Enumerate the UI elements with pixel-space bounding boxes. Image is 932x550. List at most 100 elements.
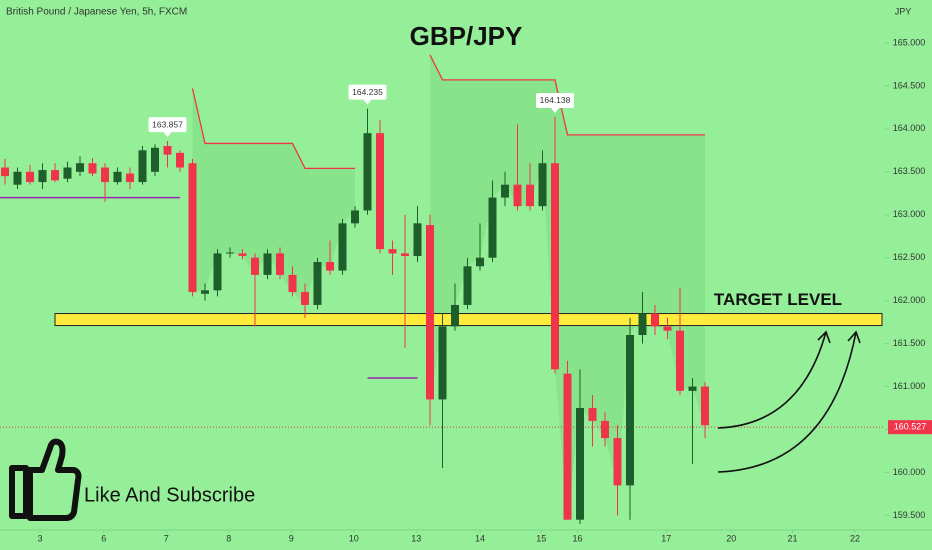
x-tick-label: 21 — [787, 533, 797, 543]
peak-label-box — [536, 92, 574, 108]
x-tick-label: 16 — [572, 533, 582, 543]
x-tick-label: 13 — [411, 533, 421, 543]
y-tick-label: 163.000 — [893, 209, 926, 219]
candle-body — [163, 146, 172, 155]
candle-body — [563, 373, 572, 520]
x-tick-label: 14 — [475, 533, 485, 543]
candle-body — [338, 223, 347, 271]
y-tick-label: 161.000 — [893, 381, 926, 391]
peak-label: 164.235 — [352, 87, 383, 97]
x-tick-label: 22 — [850, 533, 860, 543]
y-tick-label: 162.000 — [893, 295, 926, 305]
y-tick-label: 160.000 — [893, 467, 926, 477]
candle-body — [426, 225, 434, 400]
candle-body — [651, 313, 659, 327]
peak-label-pointer — [163, 132, 172, 138]
subtitle: British Pound / Japanese Yen, 5h, FXCM — [6, 7, 187, 18]
peak-label-box — [348, 84, 387, 100]
x-tick-label: 15 — [536, 533, 546, 543]
candle-body — [313, 261, 322, 305]
y-tick-label: 162.500 — [893, 252, 926, 262]
candle-body — [613, 438, 622, 486]
candle-body — [326, 261, 334, 271]
peak-label: 163.857 — [152, 119, 183, 129]
candle-body — [638, 313, 647, 336]
candle-body — [126, 173, 134, 183]
candle-body — [551, 163, 559, 370]
candle-body — [113, 171, 122, 183]
candle-body — [701, 386, 709, 426]
candle-body — [201, 290, 209, 294]
candle-body — [13, 171, 22, 185]
candle-body — [63, 167, 72, 179]
stop-line — [191, 88, 355, 170]
candle-body — [0, 167, 9, 177]
target-label: TARGET LEVEL — [714, 290, 842, 309]
peak-label: 164.138 — [540, 95, 571, 105]
candle-body — [188, 163, 197, 293]
arrows — [717, 330, 861, 473]
arrow-curve — [717, 331, 857, 473]
candle-body — [501, 184, 509, 198]
candle-body — [238, 253, 247, 256]
candle-body — [438, 326, 447, 400]
candle-body — [688, 386, 697, 391]
candle-body — [538, 163, 547, 207]
x-tick-label: 10 — [349, 533, 359, 543]
x-tick-label: 7 — [164, 533, 169, 543]
candle-body — [626, 335, 634, 486]
y-tick-label: 165.000 — [893, 37, 926, 47]
arrow-head — [847, 330, 861, 344]
candle-body — [363, 133, 372, 211]
candle-body — [588, 408, 597, 421]
x-tick-label: 20 — [726, 533, 736, 543]
arrow-head — [817, 330, 831, 344]
candle-body — [513, 184, 522, 207]
thumb-hand — [27, 438, 82, 521]
candle-body — [376, 133, 384, 250]
candle-body — [526, 184, 534, 207]
x-tick-label: 3 — [37, 533, 42, 543]
peak-label-pointer — [363, 99, 372, 105]
chart-title: GBP/JPY — [410, 21, 523, 51]
candle-body — [463, 266, 472, 305]
peak-label-pointer — [551, 107, 559, 113]
trail-fill — [192, 88, 355, 305]
y-tick-label: 163.500 — [893, 166, 926, 176]
last-price-box — [888, 420, 932, 435]
candle-body — [401, 253, 409, 256]
candle-body — [663, 326, 672, 331]
y-tick-label: 164.000 — [893, 123, 926, 133]
candle-body — [226, 252, 234, 254]
trail-fill — [430, 54, 705, 520]
candle-body — [676, 330, 684, 391]
candle-body — [451, 304, 459, 327]
candle-body — [263, 253, 272, 275]
x-tick-label: 17 — [661, 533, 671, 543]
candle-body — [576, 408, 584, 520]
thumbs-up-icon — [9, 438, 82, 521]
candle-body — [351, 210, 359, 224]
candle-body — [601, 420, 609, 439]
y-tick-label: 161.500 — [893, 338, 926, 348]
candle-body — [288, 274, 297, 293]
thumb-cuff — [9, 465, 29, 519]
x-tick-label: 6 — [101, 533, 106, 543]
last-price-label: 160.527 — [894, 422, 927, 432]
target-zone — [54, 313, 883, 327]
arrow-curve — [717, 331, 827, 429]
x-tick-label: 9 — [289, 533, 294, 543]
candle-body — [26, 171, 34, 183]
candle-body — [276, 253, 284, 275]
footer-text: Like And Subscribe — [84, 484, 255, 506]
peak-label-box — [148, 117, 187, 133]
candle-body — [388, 249, 397, 254]
candle-body — [488, 197, 497, 258]
candle-body — [51, 170, 59, 181]
candle-body — [101, 167, 109, 183]
x-tick-label: 8 — [226, 533, 231, 543]
candle-body — [38, 170, 47, 183]
candle-body — [476, 257, 484, 267]
